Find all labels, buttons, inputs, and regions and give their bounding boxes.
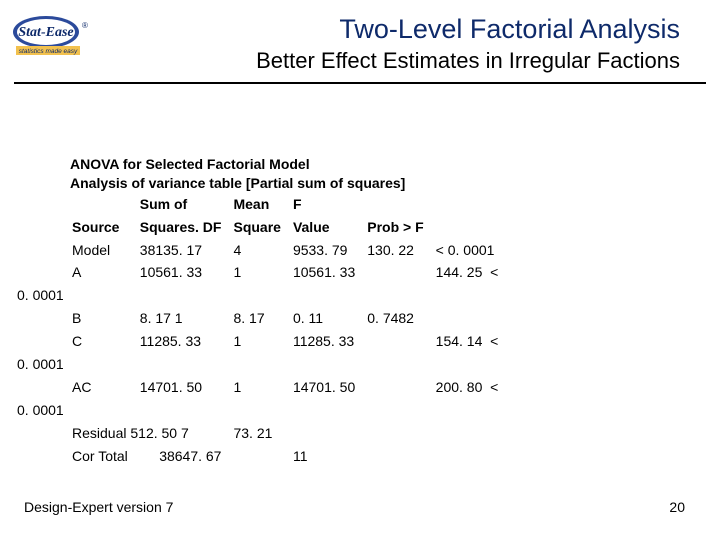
table-row: Residual 512. 50 7 73. 21 bbox=[72, 424, 508, 445]
table-row: 0. 0001 bbox=[72, 355, 508, 376]
anova-heading1: ANOVA for Selected Factorial Model bbox=[70, 155, 690, 174]
table-row: Cor Total 38647. 67 11 bbox=[72, 447, 508, 468]
svg-text:statistics made easy: statistics made easy bbox=[19, 48, 78, 55]
col-source: Source bbox=[72, 218, 138, 239]
slide: Stat-Ease statistics made easy ® Two-Lev… bbox=[0, 0, 720, 540]
svg-text:®: ® bbox=[82, 21, 88, 30]
table-row: A 10561. 33 1 10561. 33 144. 25 < bbox=[72, 263, 508, 284]
anova-table: Sum of Mean F Source Squares. DF Square … bbox=[70, 193, 510, 470]
col-f: F bbox=[293, 195, 365, 216]
col-value: Value bbox=[293, 218, 365, 239]
header-row-2: Source Squares. DF Square Value Prob > F bbox=[72, 218, 508, 239]
col-mean: Mean bbox=[233, 195, 290, 216]
table-row: Model 38135. 17 4 9533. 79 130. 22 < 0. … bbox=[72, 241, 508, 262]
col-prob: Prob > F bbox=[367, 218, 433, 239]
slide-title: Two-Level Factorial Analysis bbox=[339, 14, 680, 45]
divider bbox=[14, 82, 706, 84]
col-square: Square bbox=[233, 218, 290, 239]
table-row: 0. 0001 bbox=[72, 286, 508, 307]
table-row: AC 14701. 50 1 14701. 50 200. 80 < bbox=[72, 378, 508, 399]
anova-heading2: Analysis of variance table [Partial sum … bbox=[70, 174, 690, 193]
col-sumof: Sum of bbox=[140, 195, 232, 216]
anova-content: ANOVA for Selected Factorial Model Analy… bbox=[70, 155, 690, 469]
table-row: B 8. 17 1 8. 17 0. 11 0. 7482 bbox=[72, 309, 508, 330]
footer-left: Design-Expert version 7 bbox=[24, 499, 173, 515]
header: Stat-Ease statistics made easy ® Two-Lev… bbox=[0, 0, 720, 90]
svg-text:Stat-Ease: Stat-Ease bbox=[18, 25, 73, 40]
col-ssdf: Squares. DF bbox=[140, 218, 232, 239]
slide-subtitle: Better Effect Estimates in Irregular Fac… bbox=[256, 48, 680, 74]
header-row: Sum of Mean F bbox=[72, 195, 508, 216]
table-row: 0. 0001 bbox=[72, 401, 508, 422]
stat-ease-logo: Stat-Ease statistics made easy ® bbox=[12, 12, 122, 58]
table-row: C 11285. 33 1 11285. 33 154. 14 < bbox=[72, 332, 508, 353]
page-number: 20 bbox=[669, 499, 685, 515]
